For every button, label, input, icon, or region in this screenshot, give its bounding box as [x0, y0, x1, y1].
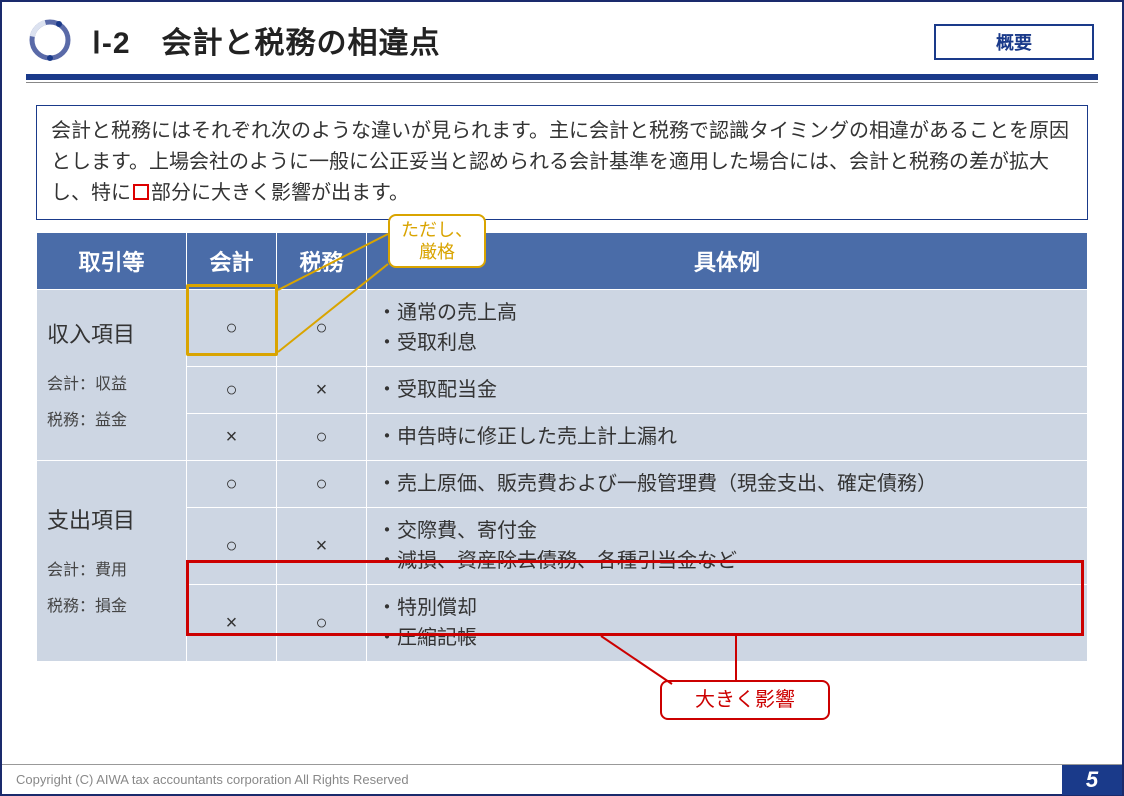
table-container: 取引等 会計 税務 具体例 収入項目 会計：収益 税務：益金 ○ ○ ・通常の売… — [36, 232, 1088, 662]
page-number: 5 — [1062, 765, 1122, 795]
connector-lines-red — [36, 232, 1096, 752]
copyright: Copyright (C) AIWA tax accountants corpo… — [16, 772, 409, 787]
page-title: Ⅰ-2 会計と税務の相違点 — [92, 18, 441, 62]
category-tag: 概要 — [934, 24, 1094, 60]
lead-part2: 部分に大きく影響が出ます。 — [151, 182, 409, 204]
divider-thick — [26, 74, 1098, 80]
red-square-icon — [133, 184, 149, 200]
slide: Ⅰ-2 会計と税務の相違点 概要 会計と税務にはそれぞれ次のような違いが見られま… — [0, 0, 1124, 796]
lead-text: 会計と税務にはそれぞれ次のような違いが見られます。主に会計と税務で認識タイミング… — [36, 105, 1088, 220]
footer: Copyright (C) AIWA tax accountants corpo… — [2, 764, 1122, 794]
logo-icon — [26, 16, 74, 64]
divider-thin — [26, 82, 1098, 83]
